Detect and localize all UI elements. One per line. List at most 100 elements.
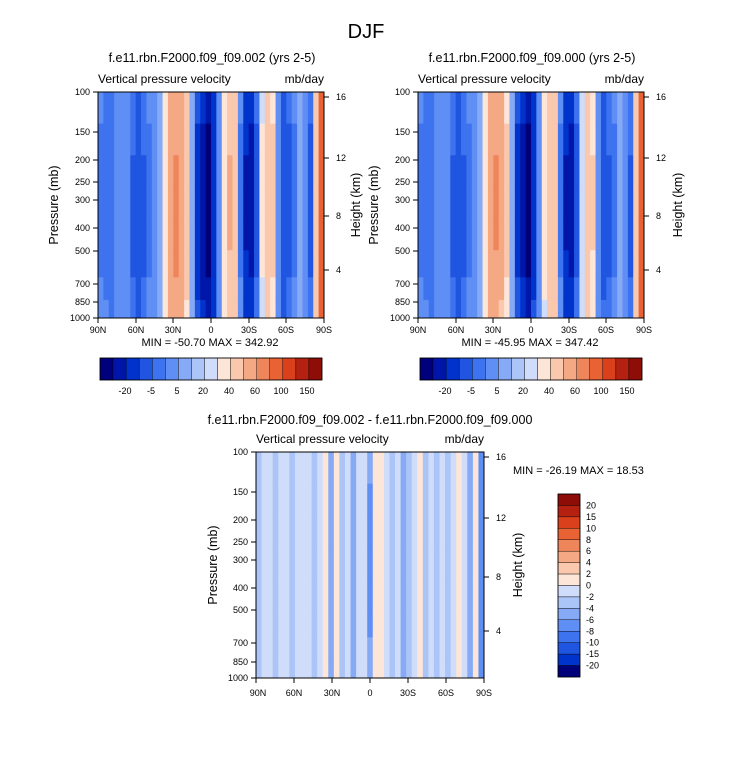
field-cell xyxy=(584,250,591,278)
colorbar-box xyxy=(563,357,577,381)
field-cell xyxy=(318,155,324,188)
field-cell xyxy=(461,610,468,638)
field-cell xyxy=(411,452,418,485)
field-cell xyxy=(482,277,489,301)
field-cell xyxy=(428,92,435,125)
field-cell xyxy=(444,92,451,125)
right-subtitle: mb/day xyxy=(285,72,324,86)
field-cell xyxy=(356,483,363,516)
field-cell xyxy=(579,250,586,278)
field-cell xyxy=(595,218,602,251)
field-cell xyxy=(200,123,207,156)
field-cell xyxy=(200,155,207,188)
colorbar-box xyxy=(125,357,140,381)
field-cell xyxy=(574,218,581,251)
field-cell xyxy=(124,250,131,278)
field-cell xyxy=(264,92,271,125)
field-cell xyxy=(445,546,452,580)
field-cell xyxy=(294,578,302,611)
field-cell xyxy=(297,299,304,318)
colorbar-box xyxy=(576,357,590,381)
colorbar-box xyxy=(557,528,581,540)
field-cell xyxy=(350,610,357,638)
field-cell xyxy=(205,277,212,301)
colorbar-label: -2 xyxy=(586,592,594,602)
y-tick-label: 850 xyxy=(395,297,410,307)
field-cell xyxy=(439,186,446,220)
field-cell xyxy=(477,92,484,125)
field-cell xyxy=(590,123,597,156)
field-cell xyxy=(157,299,164,318)
field-cell xyxy=(563,250,570,278)
field-cell xyxy=(162,299,169,318)
field-cell xyxy=(574,299,581,318)
field-cell xyxy=(423,299,430,318)
field-cell xyxy=(417,515,424,548)
field-cell xyxy=(493,186,500,220)
colorbar-box xyxy=(282,357,297,381)
field-cell xyxy=(477,277,484,301)
colorbar-label: 150 xyxy=(619,386,634,396)
field-cell xyxy=(344,515,352,548)
colorbar-box xyxy=(557,516,581,529)
field-cell xyxy=(243,250,250,278)
colorbar-frame xyxy=(419,357,643,381)
field-cell xyxy=(248,299,255,318)
field-cell xyxy=(606,123,613,156)
field-cell xyxy=(383,659,391,678)
colorbar-box xyxy=(557,619,581,632)
field-cell xyxy=(318,218,324,251)
field-cell xyxy=(627,218,634,251)
colorbar-frame xyxy=(99,357,323,381)
y-tick-label: 500 xyxy=(75,246,90,256)
field-cell xyxy=(184,155,191,188)
colorbar-box xyxy=(615,357,630,381)
field-cell xyxy=(428,515,435,548)
field-cell xyxy=(389,610,396,638)
field-cell xyxy=(205,218,212,251)
colorbar-box xyxy=(557,505,581,518)
field-cell xyxy=(433,610,441,638)
field-cell xyxy=(450,483,457,516)
field-cell xyxy=(356,515,363,548)
field-cell xyxy=(531,123,537,156)
field-cell xyxy=(627,277,634,301)
field-cell xyxy=(493,155,500,188)
field-cell xyxy=(307,186,314,220)
field-cell xyxy=(617,277,624,301)
field-cell xyxy=(189,299,196,318)
field-cell xyxy=(151,186,158,220)
field-cell xyxy=(600,186,607,220)
field-cell xyxy=(259,92,266,125)
field-cell xyxy=(456,515,463,548)
field-cell xyxy=(307,299,314,318)
field-cell xyxy=(297,186,304,220)
field-cell xyxy=(151,92,158,125)
field-cell xyxy=(146,218,153,251)
field-cell xyxy=(200,218,207,251)
field-cell xyxy=(294,452,302,485)
field-cell xyxy=(552,155,559,188)
field-cell xyxy=(124,186,131,220)
y-ticks-right: 16 12 8 4 xyxy=(644,92,666,275)
field-cell xyxy=(306,483,313,516)
field-cell xyxy=(617,92,624,125)
field-cell xyxy=(221,299,228,318)
colorbar-box xyxy=(308,357,323,381)
field-cell xyxy=(200,250,207,278)
field-cell xyxy=(579,186,586,220)
colorbar-box xyxy=(217,357,231,381)
colorbar-labels: -20 -5 5 20 40 60 100 150 xyxy=(438,386,634,396)
field-cell xyxy=(328,452,335,485)
y-tick-label: 500 xyxy=(233,605,248,615)
field-columns xyxy=(418,92,644,318)
field-cell xyxy=(611,277,618,301)
field-cell xyxy=(444,155,451,188)
field-cell xyxy=(461,299,468,318)
field-cell xyxy=(383,637,391,661)
field-cell xyxy=(422,578,429,611)
field-cell xyxy=(389,659,396,678)
field-cell xyxy=(275,277,282,301)
field-cell xyxy=(422,610,429,638)
field-cell xyxy=(568,277,575,301)
